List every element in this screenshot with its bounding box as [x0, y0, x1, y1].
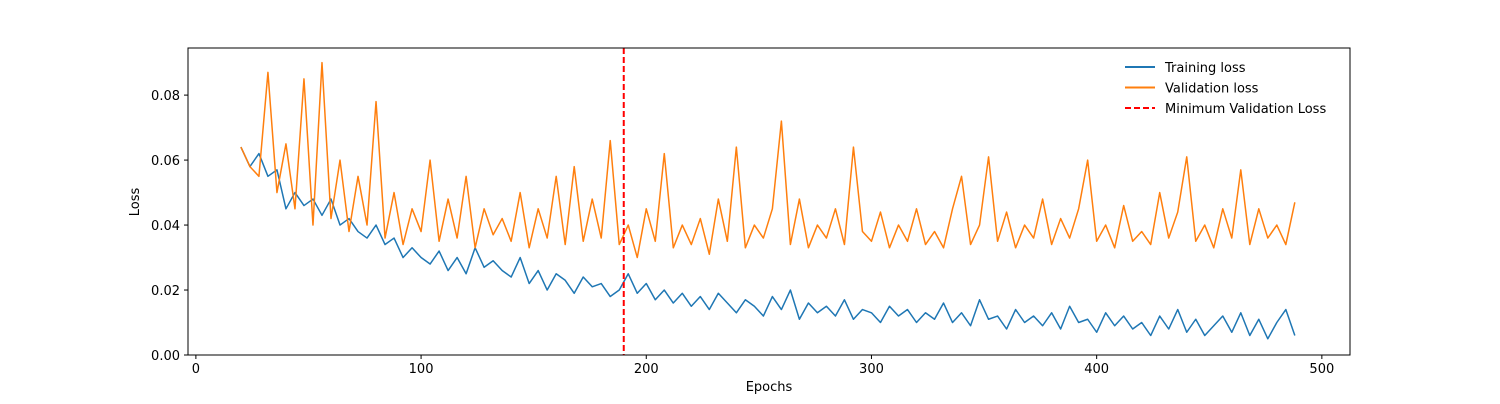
x-axis-label: Epochs — [746, 380, 793, 395]
legend-label: Training loss — [1164, 61, 1246, 76]
plot-frame — [187, 47, 1351, 356]
legend-label: Validation loss — [1165, 82, 1259, 97]
y-tick-label: 0.00 — [151, 349, 180, 364]
y-tick-label: 0.04 — [151, 219, 180, 234]
x-tick-label: 500 — [1309, 362, 1334, 377]
x-tick-label: 400 — [1084, 362, 1109, 377]
series-line — [240, 61, 1296, 259]
y-tick-label: 0.08 — [151, 89, 180, 104]
y-tick-label: 0.02 — [151, 284, 180, 299]
x-tick-label: 0 — [192, 362, 200, 377]
y-axis-label: Loss — [128, 188, 143, 217]
x-tick-label: 100 — [409, 362, 434, 377]
x-tick-label: 200 — [634, 362, 659, 377]
legend-label: Minimum Validation Loss — [1165, 102, 1326, 117]
y-tick-label: 0.06 — [151, 154, 180, 169]
x-tick-label: 300 — [859, 362, 884, 377]
series-line — [240, 146, 1296, 340]
